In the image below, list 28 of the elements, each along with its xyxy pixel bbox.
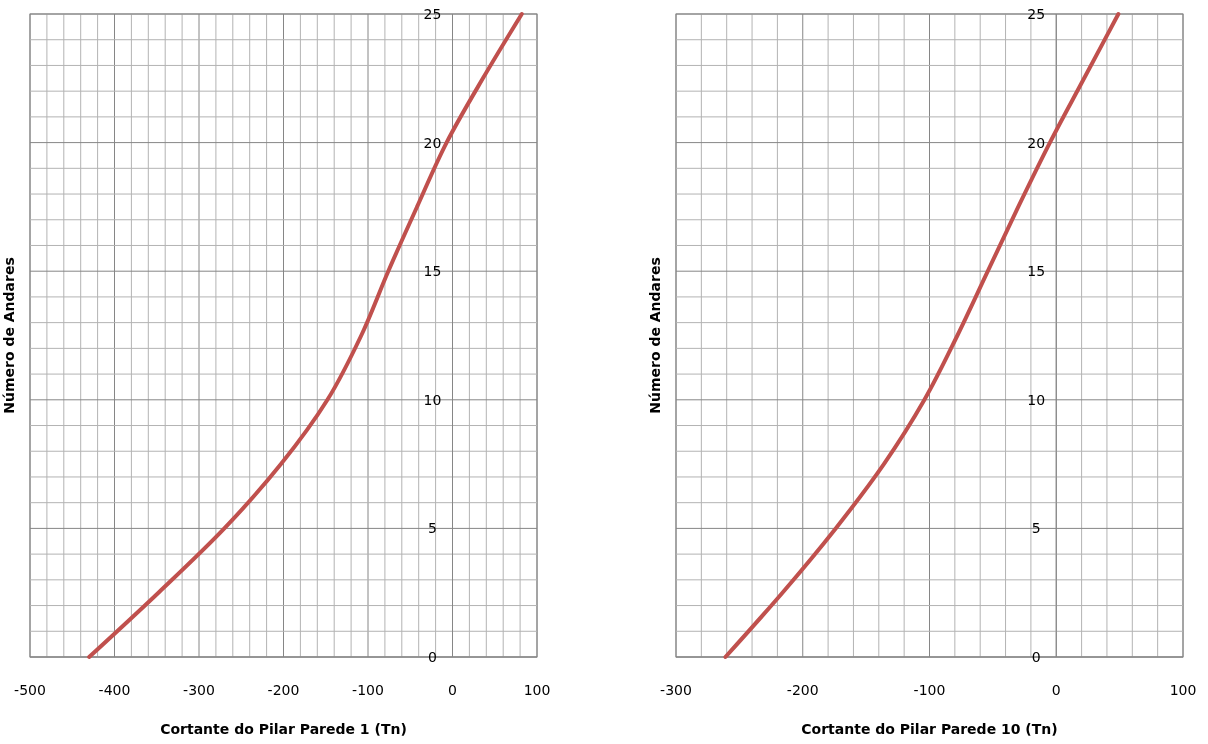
y-tick-label: 5 (1031, 520, 1041, 537)
x-tick-label: -500 (14, 682, 46, 698)
x-tick-label: -200 (786, 682, 819, 698)
x-tick-label: 0 (1051, 682, 1061, 698)
x-axis-title: Cortante do Pilar Parede 1 (Tn) (160, 721, 407, 737)
x-tick-label: 0 (448, 682, 457, 698)
y-tick-label: 25 (423, 6, 442, 22)
y-tick-label: 10 (423, 391, 442, 408)
x-tick-label: 100 (523, 682, 551, 698)
y-tick-label: 20 (1027, 134, 1046, 151)
x-tick-label: -300 (660, 682, 692, 698)
y-tick-label: 10 (1027, 391, 1046, 408)
y-tick-label: 5 (428, 520, 437, 537)
x-axis-title: Cortante do Pilar Parede 10 (Tn) (801, 721, 1058, 737)
y-tick-label: 15 (423, 263, 442, 280)
y-tick-label: 15 (1027, 263, 1046, 280)
x-tick-label: 100 (1169, 682, 1197, 698)
y-axis-title: Número de Andares (647, 257, 663, 414)
y-axis-title: Número de Andares (1, 257, 17, 414)
x-tick-label: -100 (913, 682, 946, 698)
x-tick-label: -400 (98, 682, 131, 698)
x-tick-label: -100 (352, 682, 384, 698)
x-tick-label: -300 (183, 682, 215, 698)
y-tick-label: 0 (428, 649, 437, 665)
y-tick-label: 20 (423, 134, 442, 151)
y-tick-label: 0 (1031, 649, 1041, 665)
x-tick-label: -200 (267, 682, 300, 698)
y-tick-label: 25 (1027, 6, 1046, 22)
